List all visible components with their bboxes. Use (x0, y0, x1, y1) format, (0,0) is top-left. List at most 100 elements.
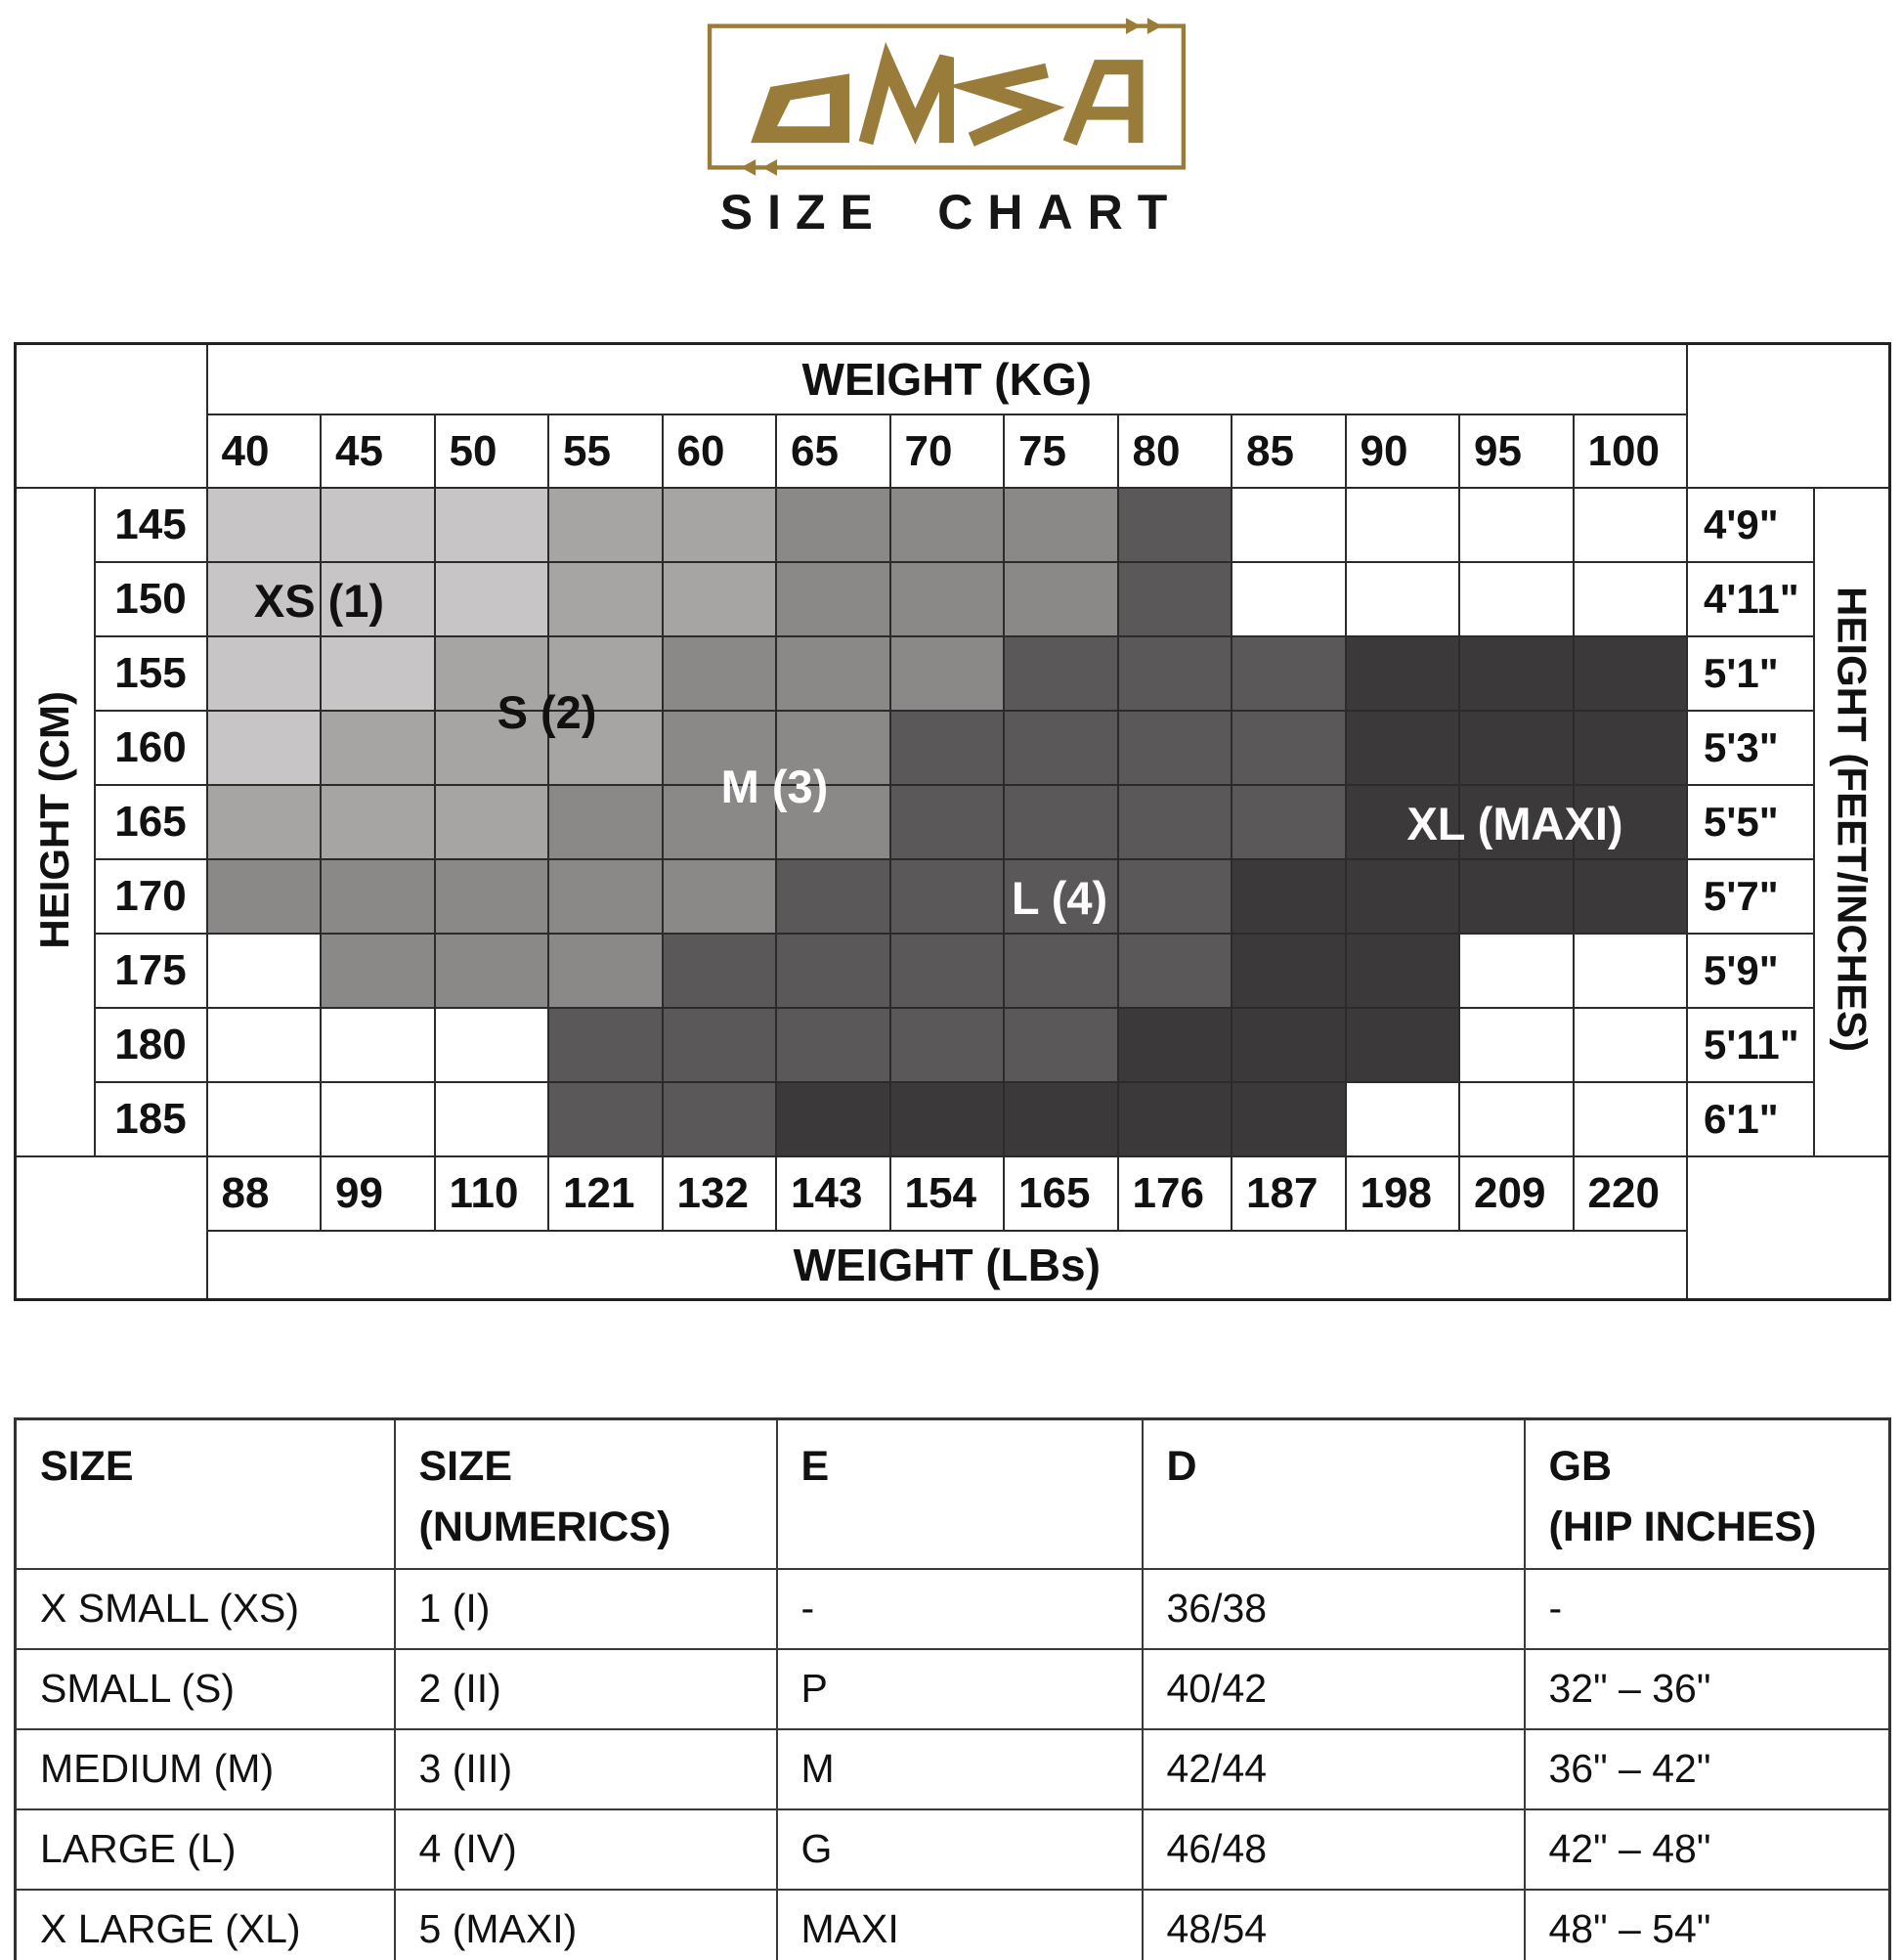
size-table-cell: LARGE (L) (14, 1808, 396, 1891)
zone-cell (1572, 858, 1689, 935)
zone-cell (1231, 710, 1347, 786)
zone-cell (1003, 933, 1119, 1009)
zone-cell (1572, 635, 1689, 712)
zone-cell (661, 635, 777, 712)
zone-cell (1572, 487, 1689, 563)
weight-lbs-label-row: WEIGHT (LBs) (16, 1230, 1890, 1301)
zone-cell (1572, 933, 1689, 1009)
zone-cell (320, 1081, 436, 1157)
zone-cell (661, 487, 777, 563)
zone-cell (205, 858, 322, 935)
corner-top-left (14, 342, 208, 489)
zone-cell (1231, 561, 1347, 637)
zone-cell (1003, 635, 1119, 712)
zone-cell (775, 933, 891, 1009)
zone-cell (1003, 561, 1119, 637)
zone-cell (775, 487, 891, 563)
zone-cell (320, 1007, 436, 1083)
zone-cell (1458, 561, 1575, 637)
weight-lbs-tick: 99 (320, 1155, 436, 1232)
size-table-cell: M (775, 1727, 1144, 1810)
zone-cell (1003, 784, 1119, 860)
zone-cell (1458, 635, 1575, 712)
height-ftin-tick: 5'5" (1686, 784, 1816, 860)
height-cm-tick: 145 (93, 487, 208, 563)
size-table-cell: 40/42 (1141, 1647, 1526, 1730)
weight-lbs-tick: 176 (1116, 1155, 1232, 1232)
omsa-logo-icon (707, 18, 1186, 176)
height-ftin-tick: 5'11" (1686, 1007, 1816, 1083)
zone-cell (888, 635, 1005, 712)
zone-cell (1116, 710, 1232, 786)
zone-cell (1458, 858, 1575, 935)
size-table-cell: G (775, 1808, 1144, 1891)
size-table-cell: X SMALL (XS) (14, 1567, 396, 1650)
grid-data-row: 185 6'1" (16, 1081, 1890, 1157)
zone-cell (1344, 1081, 1460, 1157)
zone-cell (888, 784, 1005, 860)
weight-kg-tick: 40 (205, 414, 322, 489)
zone-cell (661, 933, 777, 1009)
weight-lbs-tick: 154 (888, 1155, 1005, 1232)
zone-cell (1231, 635, 1347, 712)
grid-header-row: WEIGHT (KG) (14, 342, 1891, 489)
size-table-row: X SMALL (XS) 1 (I) -36/38- (14, 1567, 1891, 1650)
size-conversion-table: SIZE SIZE (NUMERICS) E D GB (HIP INCHES) X S… (14, 1417, 1891, 1960)
zone-cell (775, 710, 891, 786)
height-cm-tick: 160 (93, 710, 208, 786)
zone-cell (1572, 1007, 1689, 1083)
zone-cell (1003, 858, 1119, 935)
zone-cell (1116, 487, 1232, 563)
size-table-cell: 36" – 42" (1523, 1727, 1891, 1810)
zone-cell (547, 1007, 664, 1083)
zone-cell (547, 1081, 664, 1157)
zone-cell (1231, 933, 1347, 1009)
weight-kg-tick: 90 (1344, 414, 1460, 489)
zone-cell (547, 784, 664, 860)
size-table-cell: 36/38 (1141, 1567, 1526, 1650)
height-ftin-tick: 5'9" (1686, 933, 1816, 1009)
zone-cell (1458, 710, 1575, 786)
zone-cell (1458, 1081, 1575, 1157)
weight-lbs-tick: 165 (1003, 1155, 1119, 1232)
height-ftin-tick: 5'3" (1686, 710, 1816, 786)
zone-cell (320, 858, 436, 935)
zone-cell (205, 784, 322, 860)
zone-cell (547, 561, 664, 637)
zone-cell (1458, 1007, 1575, 1083)
zone-cell (1116, 858, 1232, 935)
size-table-cell: - (1523, 1567, 1891, 1650)
weight-lbs-tick: 143 (775, 1155, 891, 1232)
grid-data-row: 170 5'7" (16, 858, 1890, 935)
weight-kg-tick: 45 (320, 414, 436, 489)
corner-top-right (1686, 342, 1891, 489)
zone-cell (775, 1081, 891, 1157)
height-ftin-tick: 6'1" (1686, 1081, 1816, 1157)
size-table-cell: 1 (I) (393, 1567, 778, 1650)
height-ftin-tick: 5'7" (1686, 858, 1816, 935)
weight-kg-tick: 70 (888, 414, 1005, 489)
zone-cell (775, 784, 891, 860)
height-cm-tick: 170 (93, 858, 208, 935)
zone-cell (1003, 1081, 1119, 1157)
zone-cell (1231, 1007, 1347, 1083)
height-ftin-tick: 4'11" (1686, 561, 1816, 637)
size-table-cell: 32" – 36" (1523, 1647, 1891, 1730)
size-table-cell: MAXI (775, 1888, 1144, 1960)
size-table-cell: 4 (IV) (393, 1808, 778, 1891)
zone-cell (547, 487, 664, 563)
grid-data-row: 160 5'3" (16, 710, 1890, 786)
brand-logo (0, 14, 1902, 185)
zone-cell (1344, 635, 1460, 712)
zone-cell (1458, 487, 1575, 563)
weight-lbs-tick: 132 (661, 1155, 777, 1232)
size-table-cell: P (775, 1647, 1144, 1730)
size-table-header-row: SIZE SIZE (NUMERICS) E D GB (HIP INCHES) (14, 1417, 1891, 1570)
zone-cell (205, 487, 322, 563)
zone-cell (661, 858, 777, 935)
height-cm-tick: 180 (93, 1007, 208, 1083)
weight-kg-tick: 50 (433, 414, 549, 489)
weight-kg-tick: 85 (1231, 414, 1347, 489)
zone-cell (433, 1007, 549, 1083)
